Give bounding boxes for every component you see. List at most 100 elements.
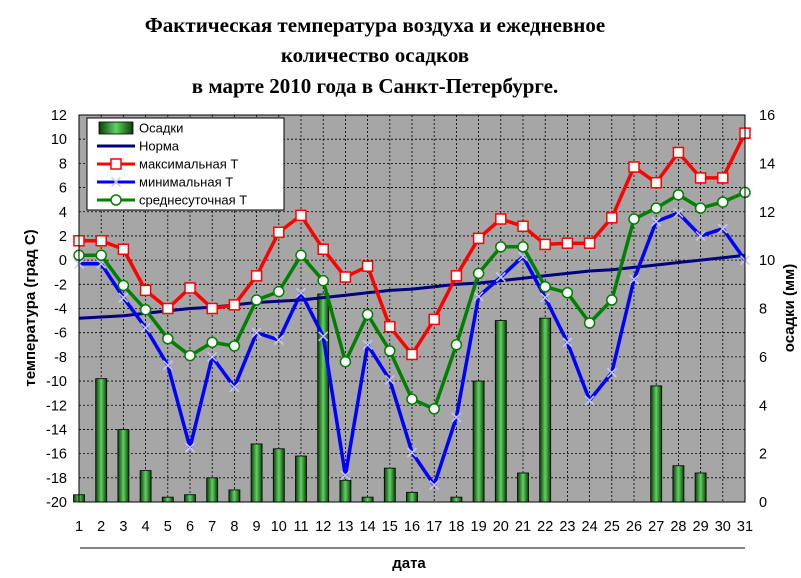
y-left-tick-label: 12 bbox=[51, 108, 67, 124]
min-temp-point bbox=[362, 339, 373, 350]
precip-bar bbox=[472, 380, 485, 503]
mean-temp-point bbox=[95, 249, 107, 262]
max-temp-point bbox=[472, 232, 485, 245]
precip-bar bbox=[250, 443, 263, 503]
series-line bbox=[78, 253, 746, 320]
max-temp-point bbox=[495, 213, 507, 225]
y-left-tick-label: -20 bbox=[46, 495, 67, 511]
x-tick-label: 4 bbox=[142, 519, 150, 535]
max-temp-point bbox=[606, 212, 618, 224]
y-left-tick-label: -10 bbox=[46, 374, 67, 390]
x-tick-label: 26 bbox=[626, 519, 642, 535]
precip-bar bbox=[139, 470, 152, 503]
x-tick-label: 11 bbox=[293, 519, 308, 535]
mean-temp-point bbox=[672, 189, 685, 201]
max-temp-point bbox=[206, 302, 218, 315]
min-temp-point bbox=[540, 292, 551, 303]
marker-stroke bbox=[606, 367, 617, 378]
x-tick-label: 18 bbox=[448, 519, 464, 535]
min-temp-point bbox=[451, 412, 462, 423]
min-temp-point bbox=[229, 382, 240, 393]
marker-stroke bbox=[651, 216, 662, 227]
marker-stroke bbox=[295, 287, 307, 298]
max-temp-point bbox=[339, 271, 352, 283]
precip-bar bbox=[517, 472, 529, 503]
marker-stroke bbox=[184, 442, 196, 453]
max-temp-point bbox=[139, 284, 152, 297]
x-axis-ticks: 1 2 3 4 5 6 7 8 9 10 11 12 13 14 15 16 17 18 19 20 21 22 23 24 2… bbox=[75, 519, 753, 535]
mean-temp-point bbox=[273, 285, 285, 298]
y-right-tick-label: 12 bbox=[759, 205, 775, 221]
precip-bar bbox=[184, 494, 196, 503]
precip-bar bbox=[272, 448, 285, 503]
x-tick-label: 22 bbox=[537, 519, 553, 535]
mean-temp-point bbox=[206, 336, 218, 349]
precip-bar bbox=[95, 378, 108, 503]
marker-stroke bbox=[118, 292, 129, 303]
mean-temp-point bbox=[250, 294, 263, 306]
max-temp-point bbox=[717, 172, 729, 184]
mean-temp-point bbox=[295, 249, 307, 262]
x-tick-label: 2 bbox=[97, 519, 105, 535]
min-temp-point bbox=[207, 351, 218, 362]
y-axis-right-title: осадки (мм) bbox=[781, 264, 798, 352]
marker-stroke bbox=[562, 337, 573, 348]
mean-temp-point bbox=[650, 202, 662, 214]
chart-title-line-2: количество осадков bbox=[281, 43, 469, 67]
x-tick-label: 15 bbox=[382, 519, 398, 535]
min-temp-point bbox=[717, 223, 728, 234]
mean-temp-point bbox=[495, 241, 507, 253]
right-axis-ticks: 16 14 12 10 8 6 4 2 0 bbox=[759, 108, 775, 511]
min-temp-point bbox=[673, 207, 684, 218]
x-tick-label: 30 bbox=[715, 519, 731, 535]
precip-bar bbox=[206, 477, 219, 503]
max-temp-point bbox=[428, 313, 440, 326]
y-left-tick-label: -8 bbox=[54, 350, 67, 366]
x-tick-label: 5 bbox=[164, 519, 172, 535]
precip-bar bbox=[539, 317, 552, 503]
x-tick-label: 17 bbox=[426, 519, 442, 535]
y-left-tick-label: 2 bbox=[59, 229, 67, 245]
max-temp-point bbox=[317, 243, 329, 255]
max-temp-point bbox=[672, 146, 685, 159]
x-tick-label: 19 bbox=[471, 519, 487, 535]
legend-swatch bbox=[98, 121, 134, 135]
min-temp-point bbox=[584, 395, 595, 406]
min-temp-point bbox=[628, 274, 640, 285]
precip-bar bbox=[383, 467, 396, 503]
y-left-tick-label: -16 bbox=[46, 447, 67, 463]
x-tick-label: 29 bbox=[693, 519, 709, 535]
precipitation-bars bbox=[73, 293, 707, 503]
marker-stroke bbox=[162, 360, 173, 371]
precip-bar bbox=[361, 496, 374, 503]
marker-stroke bbox=[695, 230, 706, 241]
marker-stroke bbox=[251, 327, 262, 338]
min-temp-point bbox=[340, 470, 351, 481]
min-temp-point bbox=[495, 272, 506, 283]
precip-bar bbox=[450, 496, 463, 503]
legend-label: максимальная Т bbox=[139, 157, 238, 172]
min-temp-point bbox=[606, 367, 617, 378]
mean-temp-point bbox=[139, 303, 152, 316]
y-left-tick-label: 10 bbox=[51, 132, 67, 148]
precip-bar bbox=[672, 465, 685, 503]
x-tick-label: 16 bbox=[404, 519, 420, 535]
min-temp-point bbox=[695, 230, 706, 241]
precip-bar bbox=[339, 479, 352, 503]
y-axis-left-title: температура (град С) bbox=[22, 229, 39, 386]
precip-bar bbox=[228, 489, 241, 503]
min-temp-point bbox=[295, 287, 307, 298]
marker-stroke bbox=[340, 470, 351, 481]
min-temp-point bbox=[384, 374, 395, 385]
y-left-tick-label: -4 bbox=[54, 302, 67, 318]
legend-marker bbox=[110, 176, 122, 188]
y-left-tick-label: -12 bbox=[46, 398, 67, 414]
marker-stroke bbox=[673, 207, 684, 218]
x-tick-label: 12 bbox=[315, 519, 331, 535]
max-temp-point bbox=[450, 270, 463, 282]
mean-temp-point bbox=[561, 287, 574, 299]
y-left-tick-label: -18 bbox=[46, 471, 67, 487]
legend: Осадки Норма максимальная Т минимальная Т ср… bbox=[86, 117, 285, 211]
plot-border bbox=[78, 114, 746, 503]
